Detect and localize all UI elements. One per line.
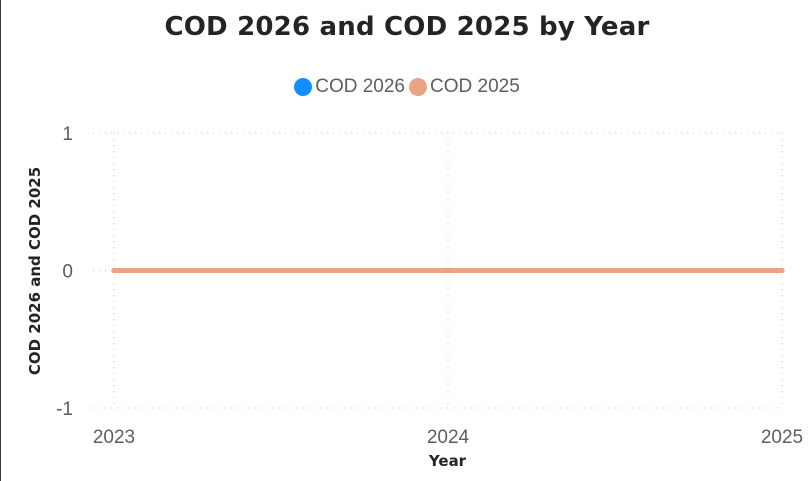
x-tick-label: 2025 — [761, 427, 803, 448]
legend-swatch-cod-2025 — [409, 78, 427, 96]
legend-label-cod-2026: COD 2026 — [315, 76, 405, 97]
chart-title: COD 2026 and COD 2025 by Year — [164, 12, 650, 42]
x-tick-label: 2023 — [93, 427, 135, 448]
y-tick-label: -1 — [56, 399, 73, 420]
legend-item-cod-2025[interactable]: COD 2025 — [409, 76, 520, 98]
legend-swatch-cod-2026 — [294, 78, 313, 96]
x-tick-label: 2024 — [427, 427, 470, 448]
legend: COD 2026 COD 2025 — [1, 76, 812, 98]
y-tick-label: 0 — [62, 262, 73, 283]
y-tick-label: 1 — [62, 124, 73, 145]
legend-item-cod-2026[interactable]: COD 2026 — [294, 76, 405, 98]
x-axis-label: Year — [428, 452, 467, 470]
legend-label-cod-2025: COD 2025 — [430, 76, 520, 97]
